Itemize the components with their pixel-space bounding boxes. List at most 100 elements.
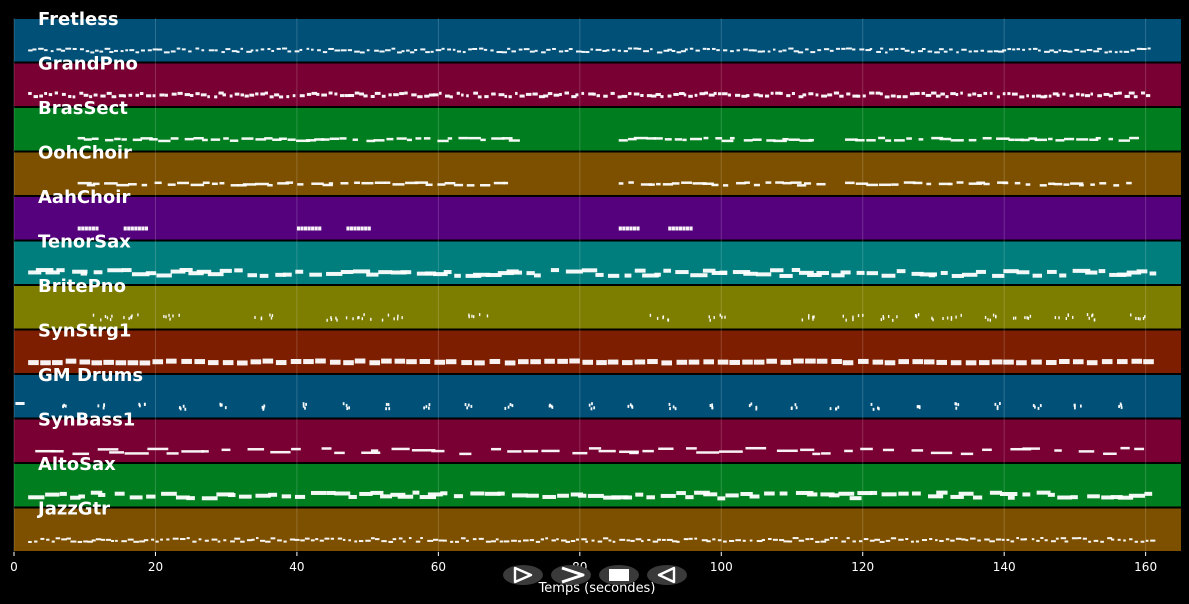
note [399,92,405,96]
note [1135,316,1137,320]
note [120,50,124,53]
track-lane-oohchoir [14,152,1181,195]
note [630,539,635,542]
rewind-button[interactable] [647,565,687,585]
note [229,94,233,98]
note [92,182,100,186]
note [352,138,359,141]
note [1118,404,1120,408]
note [28,270,42,275]
note [623,50,628,53]
note [882,314,884,318]
note [468,48,472,51]
note [997,181,1008,184]
note [219,402,222,406]
note [676,540,680,543]
note [896,269,906,274]
note [85,50,90,53]
note [424,271,437,276]
note [595,48,602,51]
note [996,137,1010,140]
fast-forward-button[interactable] [551,565,591,585]
time-grid [13,18,1147,552]
note [186,537,190,540]
note [237,184,247,187]
note [140,49,145,52]
note [992,313,995,317]
note [466,406,469,410]
note [654,272,661,277]
note [511,539,517,542]
note [735,539,741,542]
note [177,181,190,185]
note [775,91,781,95]
note [1049,49,1055,52]
note [88,226,92,231]
note [262,407,265,411]
note [595,272,604,277]
note [857,491,873,496]
note [950,92,956,96]
note [105,538,111,541]
note [590,48,594,51]
note [109,451,124,454]
note [379,50,385,53]
note [657,538,662,541]
note [683,538,689,541]
note [845,181,855,185]
note [91,539,96,542]
note [608,539,612,542]
note [755,405,758,409]
note [729,539,735,542]
note [127,226,131,231]
note [736,49,740,52]
note [506,269,519,274]
note [910,540,914,543]
note [363,94,368,98]
note [764,491,775,496]
note [1040,536,1044,539]
note [1076,138,1089,141]
note [434,359,445,365]
note [408,537,412,540]
note [829,49,834,52]
note [795,490,814,495]
stop-button[interactable] [599,565,639,585]
note [553,93,560,97]
note [484,95,489,99]
note [15,401,25,405]
note [680,50,686,53]
note [582,359,594,365]
note [575,50,582,53]
note [518,359,529,365]
note [507,47,511,50]
note [419,359,431,365]
note [1090,92,1093,96]
note [874,538,881,541]
track-label: SynStrg1 [38,321,131,342]
note [805,538,810,541]
note [578,493,587,498]
note [607,359,619,365]
note [790,181,802,184]
note [633,92,640,96]
note [361,451,381,455]
play-button[interactable] [503,565,543,585]
note [201,496,218,501]
note [1040,95,1046,99]
note [1069,94,1074,98]
note [703,359,715,365]
note [1032,404,1035,408]
note [950,360,962,366]
note [225,48,231,51]
note [472,315,475,319]
track-labels: Fretless GrandPno BrasSect OohChoir AahChoir… [36,9,143,520]
note [940,270,948,275]
note [511,50,516,53]
note [957,403,960,407]
note [655,93,661,97]
note [1052,92,1059,96]
note [816,358,828,364]
note [456,91,460,95]
note [694,93,698,97]
